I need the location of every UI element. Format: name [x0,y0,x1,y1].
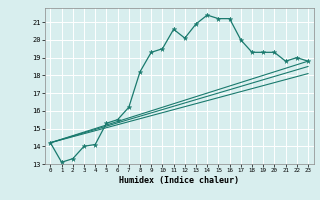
X-axis label: Humidex (Indice chaleur): Humidex (Indice chaleur) [119,176,239,185]
